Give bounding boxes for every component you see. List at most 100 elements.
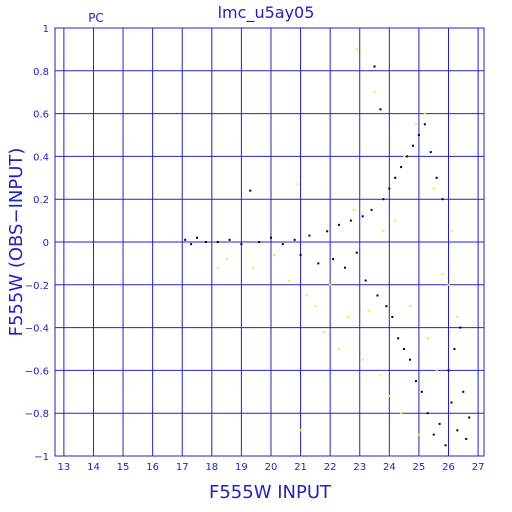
data-point	[216, 241, 219, 243]
data-point	[417, 134, 420, 136]
x-tick-label: 19	[235, 462, 248, 473]
x-tick-label: 13	[58, 462, 71, 473]
x-tick-label: 16	[146, 462, 159, 473]
data-point	[432, 433, 435, 436]
data-point	[409, 305, 412, 308]
data-point	[468, 416, 471, 419]
x-tick-label: 26	[442, 462, 455, 473]
data-point	[314, 305, 317, 308]
data-point	[447, 283, 450, 286]
data-point	[429, 151, 432, 154]
data-point	[296, 183, 299, 186]
data-point	[447, 369, 450, 372]
y-tick-label: 0.2	[33, 195, 49, 206]
data-point	[373, 65, 376, 68]
data-point	[343, 266, 346, 269]
data-point	[379, 373, 382, 376]
data-point	[459, 326, 462, 329]
data-point	[349, 219, 352, 222]
data-point	[441, 273, 444, 276]
data-point	[456, 429, 459, 432]
data-point	[323, 330, 326, 333]
data-point	[329, 283, 332, 286]
data-point	[352, 208, 355, 211]
data-point	[338, 223, 341, 226]
data-point	[423, 112, 426, 115]
data-point	[450, 401, 453, 404]
data-point	[317, 262, 320, 265]
data-point	[394, 219, 397, 222]
data-point	[409, 358, 412, 361]
data-point	[417, 433, 420, 436]
data-point	[456, 315, 459, 318]
data-point	[414, 123, 417, 126]
y-tick-labels: −1 −0.8 −0.6 −0.4 −0.2 0 0.2 0.4 0.6 0.8 1	[25, 24, 49, 463]
data-point	[299, 429, 302, 432]
x-tick-label: 23	[353, 462, 366, 473]
x-axis-label: F555W INPUT	[209, 482, 332, 503]
data-point	[388, 187, 391, 190]
x-tick-label: 25	[413, 462, 426, 473]
data-point	[338, 348, 341, 350]
x-tick-label: 20	[265, 462, 278, 473]
data-point	[391, 315, 394, 318]
data-point	[403, 348, 406, 350]
x-tick-labels: 13 14 15 16 17 18 19 20 21 22 23 24 25 26 27	[58, 462, 485, 473]
data-point	[249, 189, 252, 192]
data-point	[406, 155, 409, 158]
data-point	[364, 279, 367, 282]
data-point	[228, 238, 231, 241]
data-point	[258, 241, 261, 243]
data-point	[272, 253, 275, 256]
data-point	[355, 48, 358, 51]
y-tick-label: 0.4	[33, 152, 49, 163]
data-point	[397, 337, 400, 340]
data-point	[367, 309, 370, 312]
data-point	[426, 412, 429, 415]
data-point	[361, 358, 364, 361]
data-point	[326, 230, 329, 233]
data-point	[225, 258, 228, 261]
data-point	[216, 266, 219, 269]
data-point	[444, 444, 447, 447]
data-point	[190, 243, 193, 246]
data-point	[400, 412, 403, 415]
x-tick-label: 21	[294, 462, 307, 473]
data-point	[293, 238, 296, 241]
data-point	[438, 422, 441, 425]
data-point	[465, 437, 468, 440]
data-point	[453, 348, 456, 350]
data-point	[450, 230, 453, 233]
data-point	[432, 187, 435, 190]
y-tick-label: 1	[43, 24, 49, 35]
data-point	[403, 155, 406, 158]
x-tick-label: 17	[176, 462, 189, 473]
data-point	[299, 253, 302, 256]
data-point	[435, 176, 438, 179]
data-point	[332, 258, 335, 261]
y-tick-label: 0.8	[33, 67, 49, 78]
data-point	[385, 305, 388, 308]
data-point	[373, 91, 376, 94]
data-point	[370, 208, 373, 211]
y-axis-label: F555W (OBS−INPUT)	[6, 148, 27, 337]
data-point	[305, 294, 308, 297]
data-point	[462, 390, 465, 393]
y-tick-label: −0.2	[25, 281, 49, 292]
data-point	[420, 390, 423, 393]
y-tick-label: −0.4	[25, 324, 49, 335]
data-point	[361, 215, 364, 218]
data-point	[382, 198, 385, 201]
data-point	[240, 243, 243, 246]
corner-label: PC	[88, 11, 104, 25]
y-tick-label: 0.6	[33, 110, 49, 121]
x-tick-label: 14	[87, 462, 100, 473]
y-tick-label: −0.6	[25, 366, 49, 377]
data-point	[308, 234, 311, 237]
chart-title: lmc_u5ay05	[218, 3, 315, 23]
grid-lines	[55, 27, 484, 457]
plot-frame	[54, 27, 485, 457]
y-tick-label: 0	[43, 238, 49, 249]
